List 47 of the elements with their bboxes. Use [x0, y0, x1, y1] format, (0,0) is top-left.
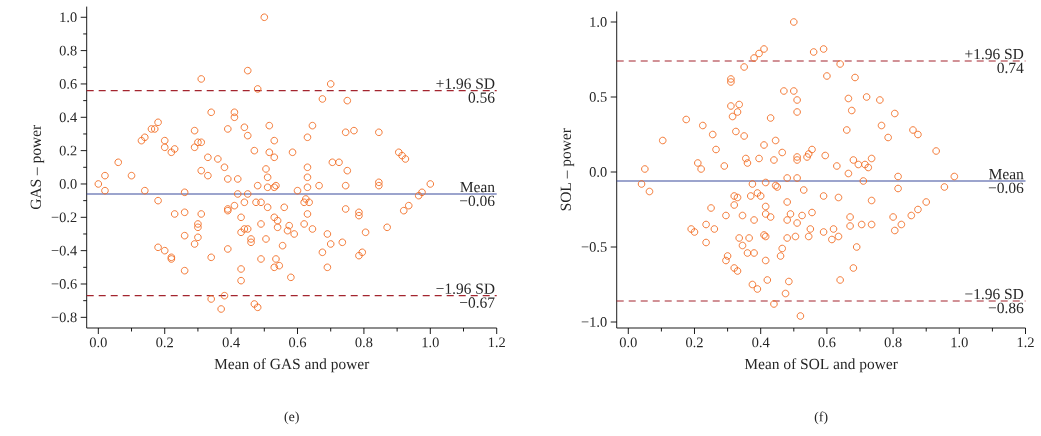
text: (f): [814, 411, 828, 425]
y-tick-label: 0.0: [589, 167, 607, 177]
annotation: −0.06: [988, 182, 1024, 194]
y-tick-label: 0.2: [59, 145, 77, 156]
x-tick-label: 1.0: [951, 337, 968, 348]
y-tick-label: 0.8: [59, 45, 77, 56]
y-tick-label: −0.8: [51, 312, 77, 323]
y-axis-title: SOL – power: [560, 128, 575, 211]
annotation: 0.56: [468, 92, 495, 103]
ref-line-label: −1.96 SD: [965, 288, 1024, 300]
y-tick-label: 0.5: [589, 92, 607, 102]
y-tick-label: −1.0: [581, 317, 607, 327]
ref-line-label: Mean: [460, 182, 495, 193]
y-tick-label: −0.4: [51, 245, 77, 256]
y-tick-label: 1.0: [590, 17, 607, 27]
y-tick-label: 1.0: [60, 12, 77, 23]
y-tick-label: −0.2: [51, 212, 77, 223]
x-tick-label: 0.8: [884, 337, 902, 348]
annotation: 0.74: [997, 62, 1024, 74]
ref-line-label: +1.96 SD: [436, 78, 495, 89]
x-tick-label: 1.2: [1017, 337, 1034, 348]
x-tick-label: 1.0: [422, 337, 439, 348]
x-tick-label: 0.6: [818, 337, 836, 348]
y-tick-label: 0.4: [59, 112, 77, 123]
annotation: −0.86: [988, 302, 1024, 314]
y-tick-label: 0.0: [59, 179, 77, 189]
x-tick-label: 0.8: [355, 337, 373, 348]
y-tick-label: 0.6: [59, 79, 77, 89]
x-tick-label: 1.2: [488, 337, 505, 348]
y-tick-label: −0.5: [581, 242, 607, 252]
y-axis-title: GAS – power: [30, 125, 45, 210]
ref-line-label: Mean: [989, 169, 1024, 180]
x-tick-label: 0.0: [619, 337, 637, 348]
annotation: −0.06: [460, 195, 495, 207]
x-tick-label: 0.0: [89, 337, 107, 348]
x-axis-title: Mean of SOL and power: [744, 358, 898, 373]
x-tick-label: 0.4: [752, 337, 770, 348]
x-tick-label: 0.6: [289, 337, 307, 348]
x-axis-title: Mean of GAS and power: [214, 358, 370, 373]
ref-line-label: −1.96 SD: [436, 283, 495, 294]
x-tick-label: 0.2: [686, 337, 703, 348]
x-tick-label: 0.2: [156, 337, 173, 348]
y-tick-label: −0.6: [51, 279, 77, 289]
text: (e): [284, 411, 299, 425]
annotation: −0.67: [460, 297, 495, 308]
x-tick-label: 0.4: [222, 337, 240, 348]
ref-line-label: +1.96 SD: [965, 48, 1024, 60]
